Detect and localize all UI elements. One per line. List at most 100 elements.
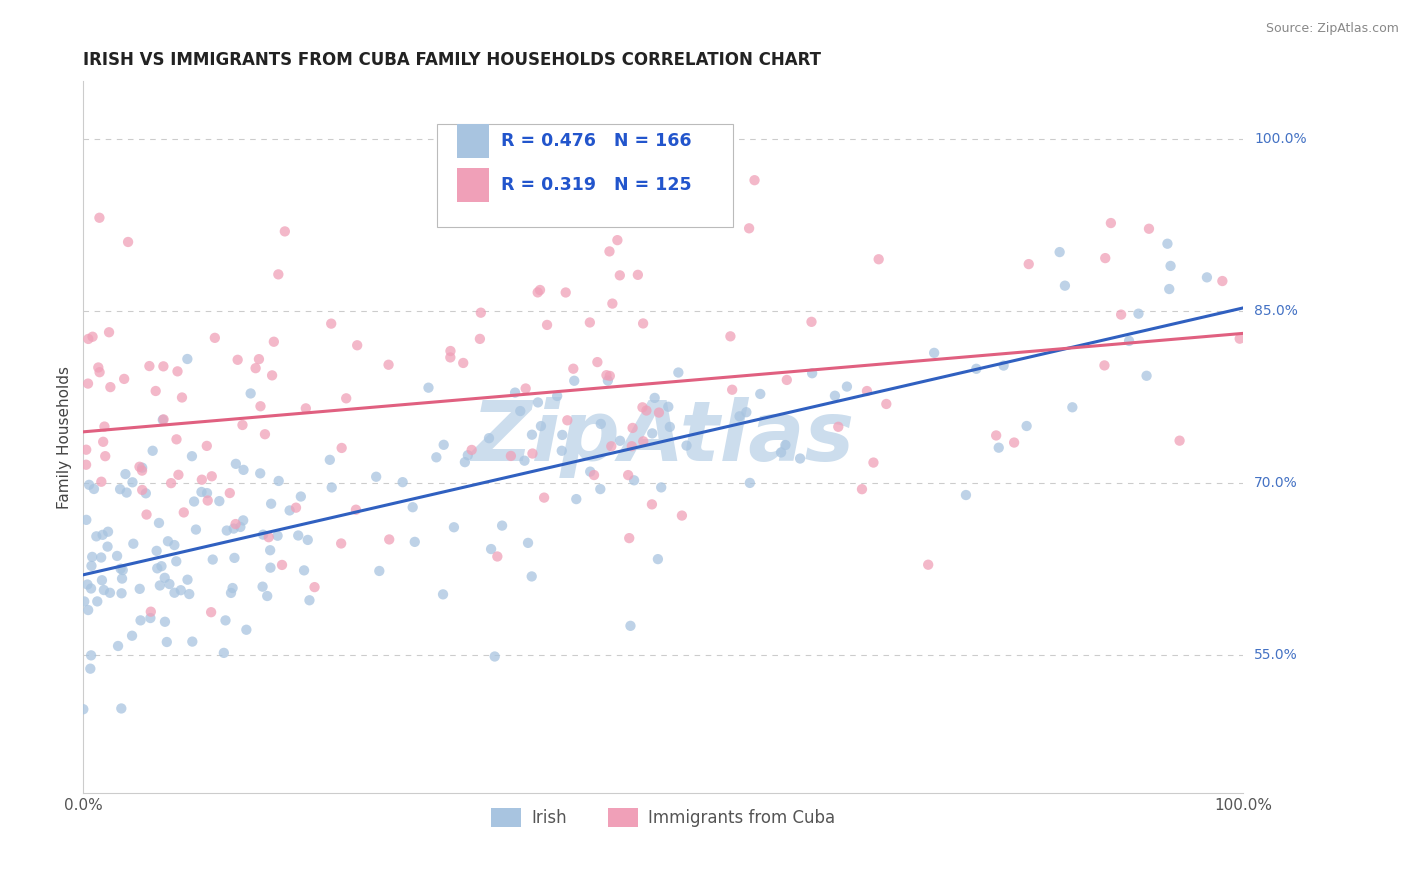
Point	[278, 503, 301, 517]
Point	[1018, 257, 1040, 271]
Text: Source: ZipAtlas.com: Source: ZipAtlas.com	[1265, 22, 1399, 36]
Point	[470, 306, 492, 320]
Point	[149, 578, 172, 592]
Point	[239, 386, 262, 401]
Point	[775, 438, 797, 452]
Point	[530, 419, 553, 434]
Point	[152, 412, 174, 426]
Point	[91, 434, 114, 449]
Text: 85.0%: 85.0%	[1254, 304, 1298, 318]
Point	[167, 467, 190, 482]
Point	[145, 384, 167, 398]
Point	[259, 560, 281, 574]
Point	[454, 455, 477, 469]
Point	[619, 619, 641, 633]
Point	[166, 433, 188, 447]
Point	[657, 400, 679, 414]
Point	[468, 332, 491, 346]
Point	[562, 361, 585, 376]
Point	[993, 359, 1015, 373]
Point	[631, 434, 654, 449]
Point	[90, 550, 112, 565]
Point	[86, 594, 108, 608]
Point	[290, 490, 312, 504]
Point	[513, 453, 536, 467]
Point	[259, 543, 281, 558]
Point	[176, 351, 198, 366]
Point	[675, 439, 697, 453]
Point	[256, 589, 278, 603]
Point	[1094, 251, 1116, 265]
Point	[554, 285, 576, 300]
Point	[91, 528, 114, 542]
Point	[232, 513, 254, 527]
Point	[330, 536, 353, 550]
Point	[824, 389, 846, 403]
Point	[122, 537, 145, 551]
Point	[297, 533, 319, 547]
Point	[75, 513, 97, 527]
Point	[225, 516, 247, 531]
Point	[208, 494, 231, 508]
Point	[527, 395, 550, 409]
Point	[160, 476, 183, 491]
Point	[776, 373, 799, 387]
Point	[856, 384, 879, 398]
Point	[77, 478, 100, 492]
Point	[433, 438, 456, 452]
Point	[609, 268, 631, 283]
Point	[91, 573, 114, 587]
Point	[245, 361, 267, 376]
Point	[170, 391, 193, 405]
Point	[1062, 401, 1084, 415]
Point	[721, 383, 744, 397]
Point	[479, 542, 502, 557]
Point	[478, 431, 501, 445]
Point	[135, 508, 157, 522]
Point	[1002, 435, 1025, 450]
Point	[82, 330, 104, 344]
Point	[346, 338, 368, 352]
Point	[801, 366, 824, 380]
Point	[110, 586, 132, 600]
Point	[249, 399, 271, 413]
Point	[600, 439, 623, 453]
Point	[1053, 278, 1076, 293]
Point	[598, 244, 620, 259]
Point	[89, 211, 111, 225]
Point	[641, 497, 664, 511]
Point	[218, 486, 240, 500]
Point	[671, 508, 693, 523]
Point	[226, 352, 249, 367]
Point	[1137, 221, 1160, 235]
Point	[439, 351, 461, 365]
Point	[627, 268, 650, 282]
Point	[142, 443, 165, 458]
Point	[515, 382, 537, 396]
Point	[76, 577, 98, 591]
Point	[152, 359, 174, 374]
Point	[1211, 274, 1233, 288]
Point	[156, 635, 179, 649]
Point	[499, 449, 522, 463]
Point	[562, 374, 585, 388]
Text: R = 0.319   N = 125: R = 0.319 N = 125	[501, 177, 692, 194]
FancyBboxPatch shape	[457, 124, 489, 158]
Point	[197, 493, 219, 508]
Point	[330, 441, 353, 455]
Point	[114, 467, 136, 481]
Point	[225, 457, 247, 471]
Point	[457, 448, 479, 462]
Point	[77, 332, 100, 346]
Point	[75, 458, 97, 472]
Text: 55.0%: 55.0%	[1254, 648, 1298, 662]
Point	[609, 434, 631, 448]
Point	[112, 372, 135, 386]
Point	[650, 480, 672, 494]
Point	[1099, 216, 1122, 230]
Point	[201, 469, 224, 483]
Point	[201, 552, 224, 566]
Point	[219, 586, 242, 600]
Point	[181, 634, 204, 648]
Point	[599, 368, 621, 383]
